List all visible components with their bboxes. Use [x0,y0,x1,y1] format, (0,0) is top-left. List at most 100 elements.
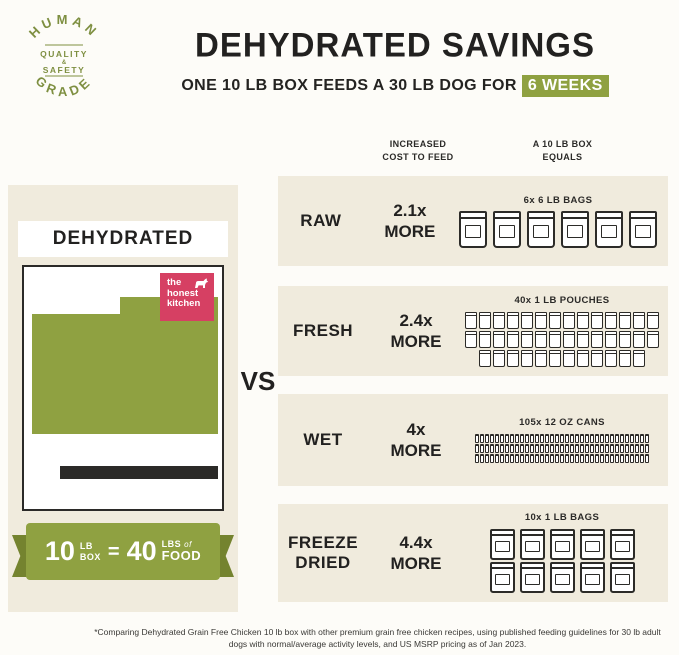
can-icon [495,453,499,463]
pouch-icon [577,330,589,348]
can-icon [575,433,579,443]
can-icon [615,453,619,463]
can-icon [645,443,649,453]
bag-icon [561,210,589,248]
badge-quality-text: QUALITY [40,49,88,59]
can-icon [605,443,609,453]
pouch-icon [563,311,575,329]
ribbon-body: 10 LB BOX = 40 LBS of FOOD [26,523,220,580]
can-icon [560,453,564,463]
pouch-icon [521,349,533,367]
can-icon [565,433,569,443]
icon-grid-pouches [462,311,662,368]
can-icon [550,453,554,463]
dehydrated-label-text: DEHYDRATED [52,228,194,249]
disclaimer-text: *Comparing Dehydrated Grain Free Chicken… [94,627,661,649]
can-icon [640,433,644,443]
row-cost-multiplier: 2.4x [399,310,433,330]
pouch-icon [605,330,617,348]
can-icon [580,433,584,443]
can-icon [535,443,539,453]
pouch-icon [465,311,477,329]
pouch-icon [479,311,491,329]
pouch-icon [507,330,519,348]
can-icon [490,433,494,443]
smallbag-icon [489,562,515,593]
can-icon [590,453,594,463]
row-cost-multiplier: 2.1x [393,200,427,220]
comparison-row-raw: RAW 2.1x MORE 6x 6 LB BAGS [278,176,668,266]
pouch-icon [619,330,631,348]
can-icon [560,433,564,443]
can-icon [555,453,559,463]
can-icon [475,453,479,463]
pouch-icon [465,330,477,348]
pouch-icon [521,330,533,348]
pouch-icon [591,311,603,329]
bag-icon [629,210,657,248]
ribbon-of: of [184,539,192,549]
row-label-raw: RAW [300,211,342,231]
can-icon [635,443,639,453]
can-icon [630,453,634,463]
smallbag-icon [519,529,545,560]
can-icon [580,443,584,453]
can-icon [525,443,529,453]
product-box-illustration: the honest kitchen [22,265,224,511]
pouch-icon [535,330,547,348]
icon-grid-cans [473,433,651,463]
column-header-equals-line2: EQUALS [542,152,583,163]
header: DEHYDRATED SAVINGS ONE 10 LB BOX FEEDS A… [115,25,675,97]
comparison-row-wet: WET 4x MORE 105x 12 OZ CANS [278,394,668,486]
can-icon [605,453,609,463]
can-icon [575,443,579,453]
pouch-icon [549,349,561,367]
ribbon-qty-10: 10 [44,536,75,566]
smallbag-icon [489,529,515,560]
row-cost-raw: 2.1x MORE [372,200,448,243]
can-icon [585,453,589,463]
can-icon [505,433,509,443]
can-icon [560,443,564,453]
ribbon-lbs-of: LBS of [162,539,202,549]
can-icon [530,453,534,463]
can-icon [485,433,489,443]
can-icon [615,443,619,453]
equals-label: 10x 1 LB BAGS [524,512,600,523]
can-icon [615,433,619,443]
can-icon [630,433,634,443]
ribbon-equals-sign: = [107,540,120,563]
ribbon-lbs-of-food: LBS of FOOD [162,539,202,563]
row-label-wet: WET [303,430,343,450]
can-icon [525,453,529,463]
can-icon [570,453,574,463]
can-icon [540,453,544,463]
can-icon [520,433,524,443]
can-icon [625,433,629,443]
subtitle: ONE 10 LB BOX FEEDS A 30 LB DOG FOR 6 WEE… [115,75,675,97]
pouch-icon [605,311,617,329]
can-icon [545,453,549,463]
can-icon [510,443,514,453]
can-icon [580,453,584,463]
pouch-icon [633,330,645,348]
can-icon [520,453,524,463]
ribbon-qty-40: 40 [126,536,157,566]
badge-arc-bottom-text: GRADE [33,73,96,99]
can-icon [520,443,524,453]
row-cost-freeze-dried: 4.4x MORE [376,532,456,575]
column-header-equals: A 10 LB BOX EQUALS [470,138,655,164]
pouch-icon [507,311,519,329]
row-equals-wet: 105x 12 OZ CANS [456,417,668,463]
pouch-icon [633,349,645,367]
logo-line-kitchen: kitchen [167,298,201,310]
can-icon [625,443,629,453]
can-icon [630,443,634,453]
pouch-icon [563,349,575,367]
pouch-icon [479,349,491,367]
comparison-row-fresh: FRESH 2.4x MORE 40x 1 LB POUCHES [278,286,668,376]
can-icon [570,433,574,443]
can-icon [510,433,514,443]
pouch-icon [563,330,575,348]
